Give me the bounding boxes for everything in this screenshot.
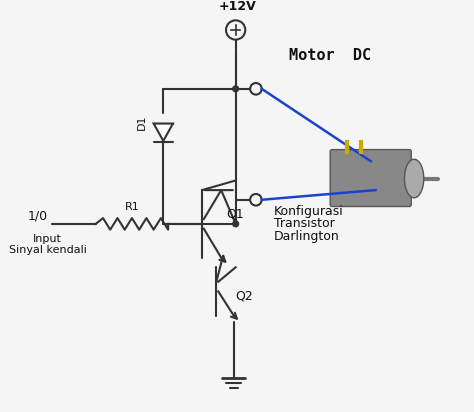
Polygon shape [154,124,173,141]
Text: Transistor: Transistor [274,217,335,230]
Text: Darlington: Darlington [274,229,340,243]
Text: Konfigurasi: Konfigurasi [274,205,344,218]
Circle shape [233,221,238,227]
Text: +12V: +12V [219,0,256,13]
Text: 1/0: 1/0 [27,210,47,222]
Text: R1: R1 [125,202,139,212]
Text: D1: D1 [137,115,147,130]
Text: Motor  DC: Motor DC [289,47,371,63]
Circle shape [233,86,238,92]
Text: Q1: Q1 [226,208,244,221]
Ellipse shape [404,159,424,198]
FancyBboxPatch shape [330,150,411,206]
Text: Input: Input [33,234,62,243]
Text: Sinyal kendali: Sinyal kendali [9,245,86,255]
Text: Q2: Q2 [236,290,254,303]
